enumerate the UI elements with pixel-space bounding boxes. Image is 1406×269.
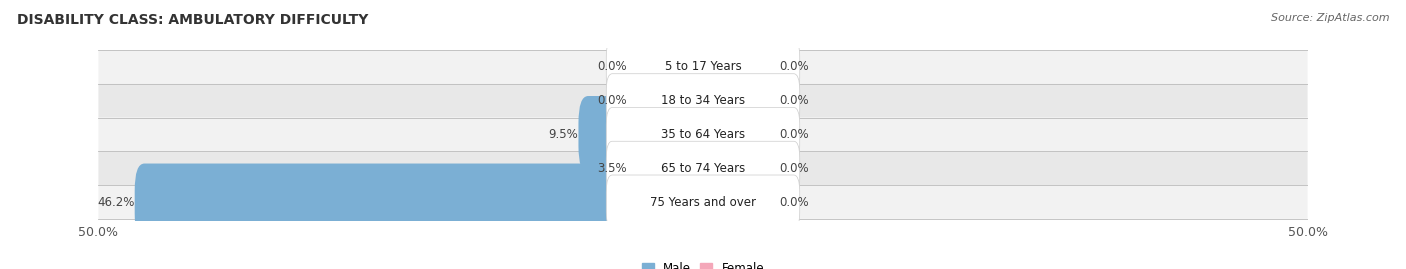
Text: 0.0%: 0.0% <box>779 128 808 141</box>
FancyBboxPatch shape <box>606 141 800 195</box>
FancyBboxPatch shape <box>693 164 779 240</box>
Text: 3.5%: 3.5% <box>598 162 627 175</box>
FancyBboxPatch shape <box>693 62 779 139</box>
FancyBboxPatch shape <box>693 29 779 105</box>
Text: 18 to 34 Years: 18 to 34 Years <box>661 94 745 107</box>
Text: 0.0%: 0.0% <box>779 94 808 107</box>
FancyBboxPatch shape <box>693 130 779 207</box>
FancyBboxPatch shape <box>98 50 1308 84</box>
Text: 65 to 74 Years: 65 to 74 Years <box>661 162 745 175</box>
FancyBboxPatch shape <box>98 84 1308 118</box>
Text: Source: ZipAtlas.com: Source: ZipAtlas.com <box>1271 13 1389 23</box>
FancyBboxPatch shape <box>606 175 800 229</box>
Text: 0.0%: 0.0% <box>598 94 627 107</box>
Text: 75 Years and over: 75 Years and over <box>650 196 756 208</box>
FancyBboxPatch shape <box>606 74 800 128</box>
Text: 0.0%: 0.0% <box>779 162 808 175</box>
Legend: Male, Female: Male, Female <box>637 258 769 269</box>
FancyBboxPatch shape <box>693 96 779 173</box>
Text: 46.2%: 46.2% <box>97 196 135 208</box>
Text: 0.0%: 0.0% <box>779 196 808 208</box>
FancyBboxPatch shape <box>627 130 713 207</box>
FancyBboxPatch shape <box>606 40 800 94</box>
FancyBboxPatch shape <box>578 96 713 173</box>
Text: 0.0%: 0.0% <box>598 61 627 73</box>
FancyBboxPatch shape <box>627 29 713 105</box>
FancyBboxPatch shape <box>98 118 1308 151</box>
Text: 0.0%: 0.0% <box>779 61 808 73</box>
Text: 35 to 64 Years: 35 to 64 Years <box>661 128 745 141</box>
Text: DISABILITY CLASS: AMBULATORY DIFFICULTY: DISABILITY CLASS: AMBULATORY DIFFICULTY <box>17 13 368 27</box>
FancyBboxPatch shape <box>606 108 800 161</box>
Text: 9.5%: 9.5% <box>548 128 578 141</box>
FancyBboxPatch shape <box>98 185 1308 219</box>
FancyBboxPatch shape <box>135 164 713 240</box>
FancyBboxPatch shape <box>98 151 1308 185</box>
FancyBboxPatch shape <box>627 62 713 139</box>
Text: 5 to 17 Years: 5 to 17 Years <box>665 61 741 73</box>
